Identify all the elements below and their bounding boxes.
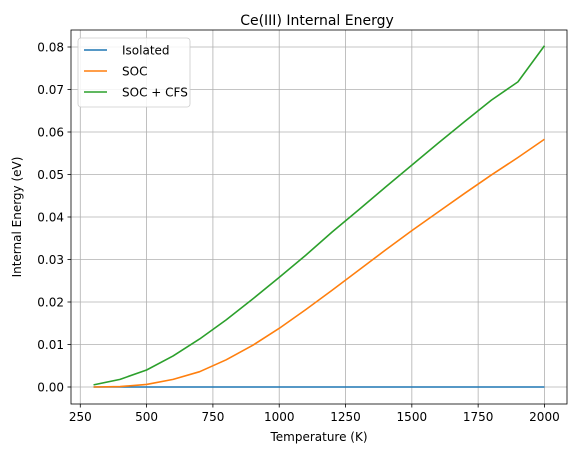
x-tick-label: 1250 — [330, 410, 361, 424]
y-tick-label: 0.05 — [37, 168, 64, 182]
x-tick-label: 1000 — [264, 410, 295, 424]
series-lines — [93, 45, 546, 388]
y-tick-label: 0.03 — [37, 253, 64, 267]
legend-label-soc: SOC — [122, 65, 147, 79]
x-tick-label: 500 — [135, 410, 158, 424]
y-tick-label: 0.04 — [37, 211, 64, 225]
series-line-soc-cfs — [93, 45, 546, 386]
y-tick-label: 0.02 — [37, 296, 64, 310]
y-tick-label: 0.08 — [37, 41, 64, 55]
x-tick-label: 750 — [201, 410, 224, 424]
x-tick-label: 1750 — [463, 410, 494, 424]
chart-title: Ce(III) Internal Energy — [240, 13, 394, 29]
x-tick-label: 250 — [69, 410, 92, 424]
y-axis-title: Internal Energy (eV) — [10, 157, 24, 278]
x-tick-label: 2000 — [529, 410, 560, 424]
x-axis-ticks: 250 500 750 1000 1250 1500 1750 2000 — [69, 404, 560, 424]
y-axis-ticks: 0.00 0.01 0.02 0.03 0.04 0.05 0.06 0.07 0.08 — [37, 41, 71, 395]
grid — [71, 30, 567, 404]
legend: Isolated SOC SOC + CFS — [77, 37, 191, 108]
y-tick-label: 0.01 — [37, 338, 64, 352]
x-tick-label: 1500 — [397, 410, 428, 424]
y-tick-label: 0.00 — [37, 381, 64, 395]
legend-label-soc-cfs: SOC + CFS — [122, 86, 188, 100]
y-tick-label: 0.06 — [37, 126, 64, 140]
legend-label-isolated: Isolated — [122, 44, 170, 58]
x-axis-title: Temperature (K) — [269, 430, 367, 444]
y-tick-label: 0.07 — [37, 83, 64, 97]
series-line-soc — [93, 138, 545, 388]
legend-box — [77, 37, 191, 108]
